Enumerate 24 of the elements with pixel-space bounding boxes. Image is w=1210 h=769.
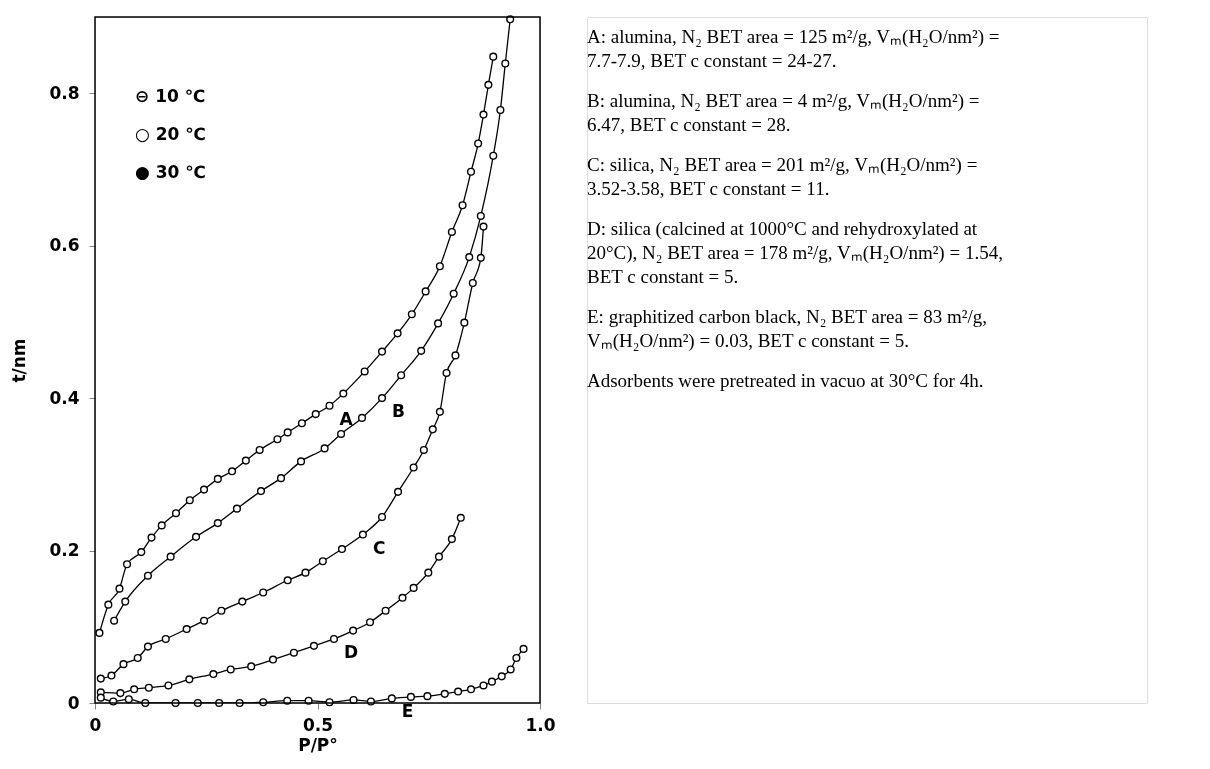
text: E: graphitized carbon black, N₂ BET area = 83 m²/g, Vₘ(H₂O/nm²) = 0.03, BET c constant = 5. — [587, 306, 987, 352]
series-label: C — [372, 537, 386, 558]
series-label: A — [339, 408, 354, 429]
text: C: silica, N₂ BET area = 201 m²/g, Vₘ(H₂O/nm²) = 3.52-3.58, BET c constant = 11. — [587, 154, 978, 199]
annotation: ○ 20 ℃ — [135, 124, 206, 144]
x-tick-label: 0.5 — [302, 714, 334, 735]
text: D: silica (calcined at 1000°C and rehydroxylated at 20°C), N₂ BET area = 178 m²/g, Vₘ(H₂O/nm²) = 1.54, BET c constant = 5. — [587, 218, 1003, 287]
text: A: alumina, N₂ BET area = 125 m²/g, Vₘ(H₂O/nm²) = 7.7-7.9, BET c constant = 24-27. — [587, 26, 1000, 71]
series-label: D — [343, 641, 359, 662]
x-tick-label: 0 — [89, 714, 102, 735]
series-label: B — [392, 401, 405, 422]
y-tick-label: 0.4 — [49, 387, 80, 408]
y-tick-label: 0.2 — [49, 540, 80, 561]
y-tick-label: 0.8 — [49, 82, 80, 103]
annotation: ⊖ 10 ℃ — [135, 86, 206, 106]
y-tick-label: 0.6 — [49, 235, 80, 256]
x-axis-title: P/P° — [298, 734, 338, 755]
annotation: ● 30 ℃ — [135, 162, 206, 182]
text: B: alumina, N₂ BET area = 4 m²/g, Vₘ(H₂O/nm²) = 6.47, BET c constant = 28. — [587, 90, 980, 135]
series-label: E — [401, 701, 414, 722]
text: Adsorbents were pretreated in vacuo at 30°C for 4h. — [587, 370, 984, 391]
x-tick-label: 1.0 — [525, 714, 556, 735]
y-axis-title: t/nm — [9, 338, 30, 383]
y-tick-label: 0 — [67, 692, 80, 713]
